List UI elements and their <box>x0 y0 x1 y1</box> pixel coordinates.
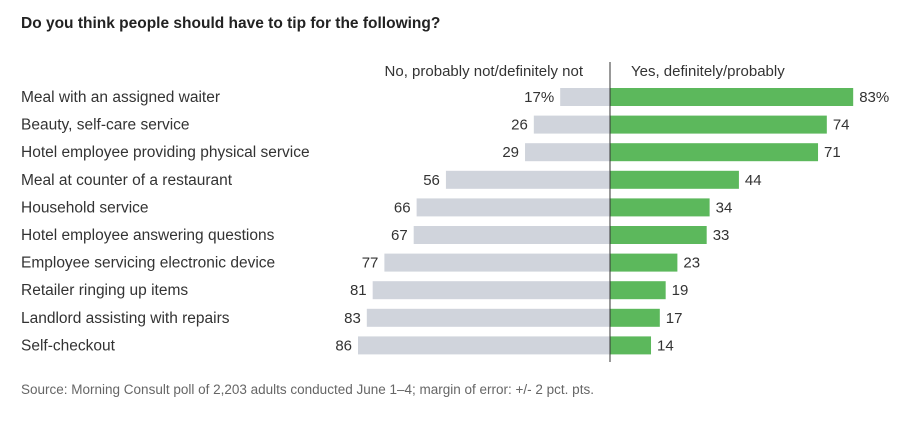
value-label-no: 86 <box>335 337 352 354</box>
chart-row: Meal at counter of a restaurant 56 44 <box>21 170 762 189</box>
bar-no <box>445 170 610 189</box>
bar-yes <box>610 198 710 217</box>
chart-row: Household service 66 34 <box>21 198 733 217</box>
chart-row: Retailer ringing up items 81 19 <box>21 281 689 300</box>
chart-row: Beauty, self-care service 26 74 <box>21 115 850 134</box>
series-header-no: No, probably not/definitely not <box>385 63 584 80</box>
bar-no <box>525 143 610 162</box>
chart-row: Employee servicing electronic device 77 23 <box>21 253 700 272</box>
bar-yes <box>610 115 827 134</box>
bar-no <box>372 281 610 300</box>
value-label-yes: 14 <box>657 337 674 354</box>
series-header-yes: Yes, definitely/probably <box>631 63 785 80</box>
value-label-yes: 74 <box>833 117 850 134</box>
category-label: Household service <box>21 199 149 216</box>
bar-yes <box>610 336 652 355</box>
value-label-yes: 34 <box>716 199 733 216</box>
value-label-no: 17% <box>524 89 554 106</box>
bar-no <box>366 308 610 327</box>
value-label-no: 67 <box>391 227 408 244</box>
chart-row: Hotel employee answering questions 67 33 <box>21 226 729 244</box>
chart-row: Landlord assisting with repairs 83 17 <box>21 308 683 327</box>
category-label: Meal with an assigned waiter <box>21 89 220 106</box>
bar-yes <box>610 308 660 327</box>
value-label-yes: 33 <box>713 227 730 244</box>
category-label: Self-checkout <box>21 337 116 354</box>
value-label-no: 29 <box>502 144 519 161</box>
category-label: Beauty, self-care service <box>21 117 190 134</box>
value-label-no: 56 <box>423 172 440 189</box>
chart-row: Self-checkout 86 14 <box>21 336 674 355</box>
source-note: Source: Morning Consult poll of 2,203 ad… <box>21 382 594 397</box>
series-headers: No, probably not/definitely not Yes, defi… <box>385 63 786 80</box>
value-label-yes: 44 <box>745 172 762 189</box>
category-label: Landlord assisting with repairs <box>21 310 230 327</box>
category-label: Meal at counter of a restaurant <box>21 172 233 189</box>
category-label: Retailer ringing up items <box>21 282 188 299</box>
value-label-no: 83 <box>344 310 361 327</box>
value-label-yes: 17 <box>666 310 683 327</box>
bar-yes <box>610 88 854 106</box>
bar-no <box>358 336 610 355</box>
value-label-yes: 83% <box>859 89 889 106</box>
bar-no <box>533 115 610 134</box>
bar-no <box>416 198 610 217</box>
value-label-yes: 19 <box>672 282 689 299</box>
category-label: Hotel employee providing physical servic… <box>21 144 310 161</box>
bar-no <box>384 253 610 272</box>
bar-yes <box>610 226 707 244</box>
value-label-no: 81 <box>350 282 367 299</box>
chart-title: Do you think people should have to tip f… <box>21 15 441 32</box>
bar-yes <box>610 281 666 300</box>
chart-rows: Meal with an assigned waiter 17% 83% Beauty… <box>21 88 889 355</box>
value-label-no: 77 <box>362 255 379 272</box>
category-label: Employee servicing electronic device <box>21 255 275 272</box>
category-label: Hotel employee answering questions <box>21 227 275 244</box>
value-label-yes: 71 <box>824 144 841 161</box>
value-label-yes: 23 <box>683 255 700 272</box>
bar-no <box>413 226 610 244</box>
chart-row: Meal with an assigned waiter 17% 83% <box>21 88 889 106</box>
bar-yes <box>610 170 739 189</box>
bar-no <box>560 88 610 106</box>
bar-yes <box>610 143 819 162</box>
value-label-no: 66 <box>394 199 411 216</box>
chart-row: Hotel employee providing physical servic… <box>21 143 841 162</box>
value-label-no: 26 <box>511 117 528 134</box>
bar-yes <box>610 253 678 272</box>
